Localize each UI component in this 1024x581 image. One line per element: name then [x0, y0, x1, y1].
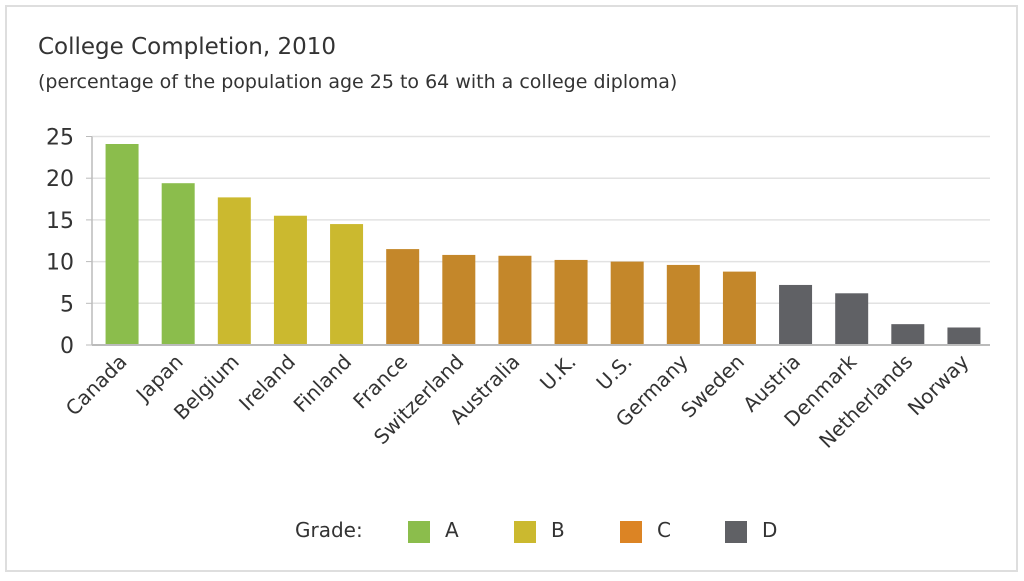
y-tick-label: 20 — [46, 167, 74, 192]
y-tick-label: 10 — [46, 251, 74, 276]
y-axis-ticks: 0 5 10 15 20 25 — [46, 126, 74, 360]
y-tick-label: 5 — [60, 292, 74, 317]
legend-label-d: D — [762, 518, 778, 542]
bar-sweden — [722, 271, 756, 345]
legend-label-a: A — [445, 518, 459, 542]
bar-australia — [498, 255, 532, 345]
bar-netherlands — [891, 324, 925, 345]
bar-austria — [779, 284, 813, 345]
bar-japan — [161, 183, 195, 345]
x-tick-label: U.K. — [535, 350, 581, 396]
bar-france — [386, 249, 420, 345]
x-tick-label: Norway — [903, 349, 974, 420]
bar-belgium — [217, 197, 251, 345]
legend-label-c: C — [657, 518, 671, 542]
bar-canada — [105, 144, 139, 345]
x-tick-label: Finland — [289, 350, 357, 418]
legend-swatch-c — [620, 521, 642, 543]
bar-finland — [330, 224, 364, 345]
bar-denmark — [835, 293, 869, 345]
y-tick-label: 15 — [46, 209, 74, 234]
bar-switzerland — [442, 254, 476, 345]
x-tick-label: Sweden — [676, 350, 749, 423]
y-tick-label: 0 — [60, 334, 74, 359]
chart-subtitle: (percentage of the population age 25 to … — [38, 71, 678, 93]
legend-swatch-a — [408, 521, 430, 543]
x-tick-label: Canada — [61, 350, 132, 421]
bar-us — [610, 261, 644, 345]
legend-label-b: B — [551, 518, 565, 542]
bars — [105, 144, 981, 345]
x-tick-label: Ireland — [234, 350, 300, 416]
bar-norway — [947, 327, 981, 345]
bar-ireland — [273, 215, 307, 345]
legend-swatch-d — [725, 521, 747, 543]
legend: Grade: A B C D — [0, 516, 1024, 546]
x-tick-label: U.S. — [591, 350, 636, 395]
legend-swatch-b — [514, 521, 536, 543]
bar-uk — [554, 259, 588, 345]
x-axis-labels: Canada JapanBelgiumIrelandFinlandFranceSw… — [61, 349, 974, 452]
y-tick-label: 25 — [46, 126, 74, 151]
chart-title: College Completion, 2010 — [38, 34, 337, 60]
legend-title: Grade: — [295, 518, 363, 542]
bar-germany — [666, 264, 700, 345]
